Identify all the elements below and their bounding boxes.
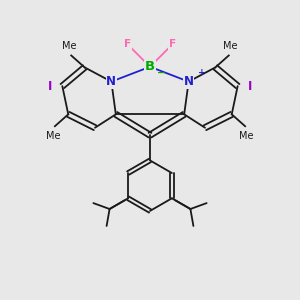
Text: F: F [124,40,131,50]
Text: Me: Me [239,131,254,141]
Text: I: I [248,80,252,93]
Text: I: I [48,80,52,93]
Text: Me: Me [46,131,61,141]
Text: +: + [198,68,206,77]
Text: N: N [184,75,194,88]
Text: −: − [157,68,166,78]
Text: N: N [106,75,116,88]
Text: B: B [145,60,155,73]
Text: Me: Me [223,41,238,51]
Text: Me: Me [62,41,77,51]
Text: F: F [169,40,176,50]
